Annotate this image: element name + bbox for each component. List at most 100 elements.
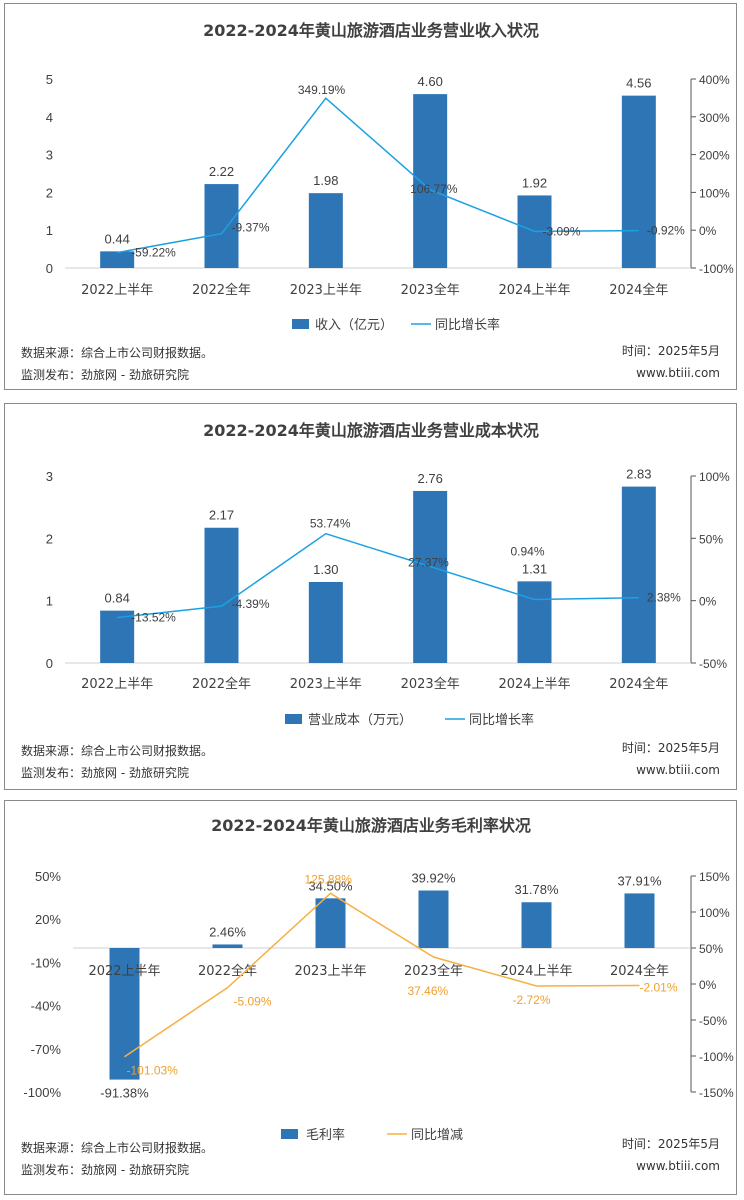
right-axis-tick-label: -100% — [699, 262, 734, 276]
bar-data-label: 0.84 — [105, 591, 130, 606]
right-axis-tick-label: -50% — [699, 1014, 727, 1028]
line-data-label: 106.77% — [410, 182, 458, 196]
line-data-label: -0.92% — [647, 224, 685, 238]
chart-title: 2022-2024年黄山旅游酒店业务营业收入状况 — [203, 21, 539, 40]
category-tick-label: 2022全年 — [198, 963, 257, 979]
bar-data-label: 1.98 — [313, 173, 338, 188]
cost-footer-left: 数据来源：综合上市公司财报数据。 监测发布：劲旅网 - 劲旅研究院 — [21, 740, 213, 784]
right-axis-tick-label: 300% — [699, 111, 730, 125]
margin-footer-right: 时间：2025年5月 www.btiii.com — [622, 1133, 720, 1177]
bar — [624, 893, 655, 948]
bar-data-label: 2.76 — [418, 471, 443, 486]
line-data-label: -9.37% — [232, 221, 270, 235]
line-data-label: 0.94% — [511, 544, 545, 558]
bar-data-label: 2.46% — [209, 924, 246, 939]
legend-bar-swatch — [281, 1129, 298, 1139]
right-axis-tick-label: 200% — [699, 149, 730, 163]
left-axis-tick-label: 1 — [46, 594, 53, 609]
category-tick-label: 2022上半年 — [81, 677, 153, 692]
bar — [308, 193, 343, 268]
legend-bar-label: 毛利率 — [306, 1127, 345, 1143]
right-axis-tick-label: -50% — [699, 657, 727, 671]
line-data-label: -59.22% — [131, 246, 176, 260]
bar-data-label: 2.22 — [209, 164, 234, 179]
left-axis-tick-label: 5 — [46, 72, 53, 87]
revenue-chart-panel: 2022-2024年黄山旅游酒店业务营业收入状况 0 1 2 3 4 5 -100% 0% 100… — [4, 3, 737, 390]
site-text: www.btiii.com — [636, 763, 720, 777]
growth-rate-line — [117, 532, 639, 619]
line-data-label: -5.09% — [234, 995, 272, 1009]
line-data-label: 2.38% — [647, 591, 681, 605]
right-axis-tick-label: 50% — [699, 532, 723, 546]
legend-bar-swatch — [292, 319, 309, 329]
bar-data-label: -91.38% — [100, 1086, 149, 1101]
bar — [521, 902, 552, 948]
chart-title: 2022-2024年黄山旅游酒店业务毛利率状况 — [211, 816, 531, 835]
left-axis-tick-label: 2 — [46, 531, 53, 546]
growth-rate-line — [117, 97, 639, 254]
legend-line-label: 同比增长率 — [435, 317, 500, 333]
right-axis-tick-label: 0% — [699, 978, 717, 992]
bar-data-label: 37.91% — [617, 873, 662, 888]
left-axis-tick-label: 0 — [46, 261, 53, 276]
left-axis-tick-label: 3 — [46, 469, 53, 484]
bar — [413, 94, 448, 269]
bar — [100, 251, 135, 268]
category-tick-label: 2022上半年 — [88, 964, 160, 979]
bar — [418, 890, 449, 948]
category-tick-label: 2024全年 — [609, 282, 668, 298]
category-tick-label: 2024全年 — [609, 676, 668, 692]
bar-data-label: 4.60 — [418, 74, 443, 89]
line-data-label: -3.09% — [543, 224, 581, 238]
publisher-text: 监测发布：劲旅网 - 劲旅研究院 — [21, 1163, 189, 1177]
revenue-footer-right: 时间：2025年5月 www.btiii.com — [622, 340, 720, 384]
chart-title: 2022-2024年黄山旅游酒店业务营业成本状况 — [203, 421, 539, 440]
category-tick-label: 2024上半年 — [498, 283, 570, 298]
line-data-label: -4.39% — [232, 597, 270, 611]
line-data-label: -2.01% — [640, 980, 678, 994]
left-axis-tick-label: 2 — [46, 185, 53, 200]
left-axis-tick-label: 50% — [35, 869, 61, 884]
data-source-text: 数据来源：综合上市公司财报数据。 — [21, 744, 214, 758]
line-data-label: 125.88% — [305, 872, 353, 886]
cost-chart: 2022-2024年黄山旅游酒店业务营业成本状况 0 1 2 3 -50% 0% 50% 100… — [46, 421, 730, 728]
legend-line-label: 同比增长率 — [469, 712, 534, 728]
margin-footer-left: 数据来源：综合上市公司财报数据。 监测发布：劲旅网 - 劲旅研究院 — [21, 1137, 213, 1181]
time-text: 时间：2025年5月 — [621, 741, 720, 755]
publisher-text: 监测发布：劲旅网 - 劲旅研究院 — [21, 766, 189, 780]
bar-data-label: 2.17 — [209, 508, 234, 523]
margin-chart-panel: 2022-2024年黄山旅游酒店业务毛利率状况 -100% -70% -40% -10%… — [4, 800, 737, 1195]
bar — [308, 581, 343, 663]
publisher-text: 监测发布：劲旅网 - 劲旅研究院 — [21, 368, 189, 382]
category-tick-label: 2022全年 — [192, 676, 251, 692]
site-text: www.btiii.com — [636, 366, 720, 380]
category-tick-label: 2024上半年 — [498, 677, 570, 692]
category-tick-label: 2022上半年 — [81, 283, 153, 298]
right-axis-tick-label: 0% — [699, 224, 717, 238]
data-source-text: 数据来源：综合上市公司财报数据。 — [21, 346, 214, 360]
gross-margin-chart: 2022-2024年黄山旅游酒店业务毛利率状况 -100% -70% -40% -10%… — [23, 816, 734, 1143]
data-source-text: 数据来源：综合上市公司财报数据。 — [21, 1141, 214, 1155]
site-text: www.btiii.com — [636, 1159, 720, 1173]
left-axis-tick-label: 1 — [46, 223, 53, 238]
line-data-label: -2.72% — [513, 993, 551, 1007]
right-axis-tick-label: 100% — [699, 906, 730, 920]
bar-data-label: 39.92% — [411, 871, 456, 886]
category-tick-label: 2024上半年 — [500, 964, 572, 979]
category-tick-label: 2023全年 — [404, 963, 463, 979]
category-tick-label: 2024全年 — [610, 963, 669, 979]
category-tick-label: 2023全年 — [401, 282, 460, 298]
left-axis-tick-label: 20% — [35, 912, 61, 927]
category-tick-label: 2022全年 — [192, 282, 251, 298]
right-axis-tick-label: 0% — [699, 595, 717, 609]
right-axis-tick-label: -150% — [699, 1086, 734, 1100]
bar-data-label: 0.44 — [105, 231, 130, 246]
bar — [100, 610, 135, 663]
line-data-label: 53.74% — [310, 517, 351, 531]
bar-data-label: 1.30 — [313, 562, 338, 577]
time-text: 时间：2025年5月 — [621, 344, 720, 358]
left-axis-tick-label: -70% — [31, 1042, 62, 1057]
bar — [517, 581, 552, 663]
bar — [413, 490, 448, 663]
bar-data-label: 34.50% — [308, 878, 353, 893]
